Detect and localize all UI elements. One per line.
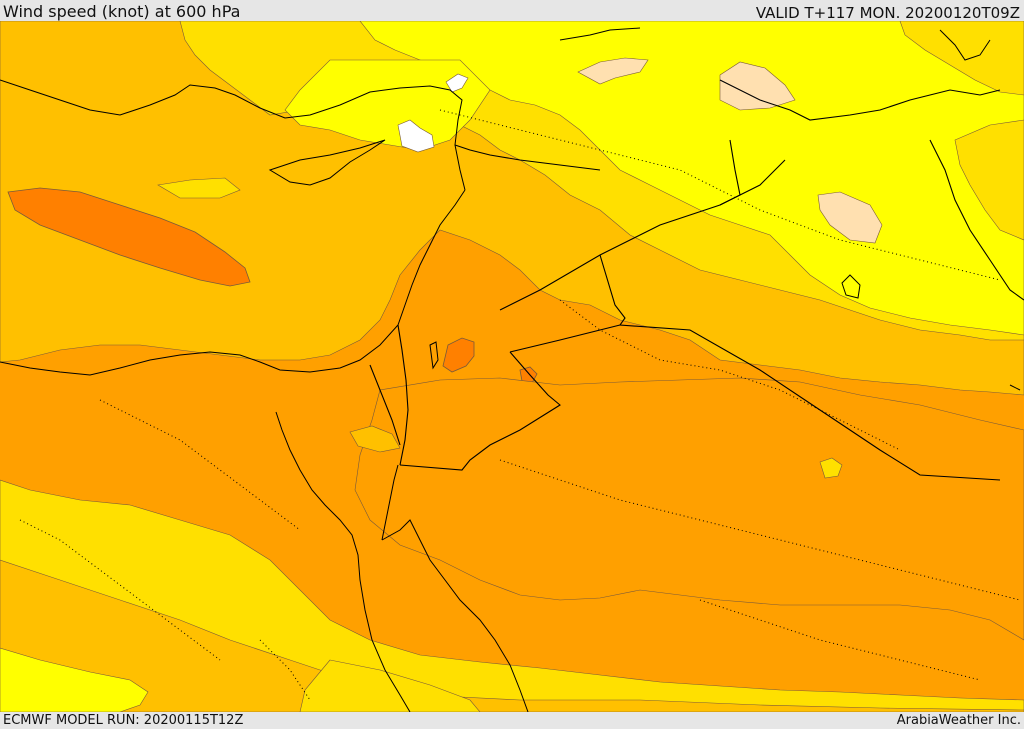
map-canvas xyxy=(0,21,1024,712)
shade-band-2-top-right xyxy=(899,21,1024,96)
valid-time: VALID T+117 MON. 20200120T09Z xyxy=(755,4,1020,22)
shade-lightest-patch-2 xyxy=(817,191,883,244)
wind-speed-map[interactable] xyxy=(0,21,1024,712)
shade-band-3-patch-b xyxy=(349,425,401,453)
national-borders xyxy=(369,79,1024,481)
admin-boundaries xyxy=(19,109,1021,701)
shade-band-5-small xyxy=(519,366,538,384)
coastlines xyxy=(0,27,1021,712)
shade-band-2-northeast-patch xyxy=(954,119,1024,241)
shade-band-3-south xyxy=(0,559,1024,712)
model-run-label: ECMWF MODEL RUN: 20200115T12Z xyxy=(3,713,244,728)
shade-band-5-jordan xyxy=(442,337,475,373)
footer-bar: ECMWF MODEL RUN: 20200115T12Z ArabiaWeat… xyxy=(0,712,1024,729)
shade-calm-patch-1 xyxy=(397,119,435,153)
shade-lightest-patch-3 xyxy=(577,57,649,85)
header-bar: Wind speed (knot) at 600 hPa VALID T+117… xyxy=(0,0,1024,21)
shade-band-2-patch-a xyxy=(819,457,843,479)
credit-label: ArabiaWeather Inc. xyxy=(896,713,1021,728)
shade-band-1-turkey xyxy=(284,59,491,151)
shade-lightest-patch-1 xyxy=(719,61,796,111)
shade-band-2-south-mid xyxy=(299,659,481,712)
shade-band-1-southwest xyxy=(0,647,149,712)
shade-band-2-patch-c xyxy=(157,177,241,199)
map-title: Wind speed (knot) at 600 hPa xyxy=(3,2,241,21)
shade-band-5-jet-core xyxy=(7,187,251,287)
shade-band-4-central xyxy=(354,377,1024,641)
